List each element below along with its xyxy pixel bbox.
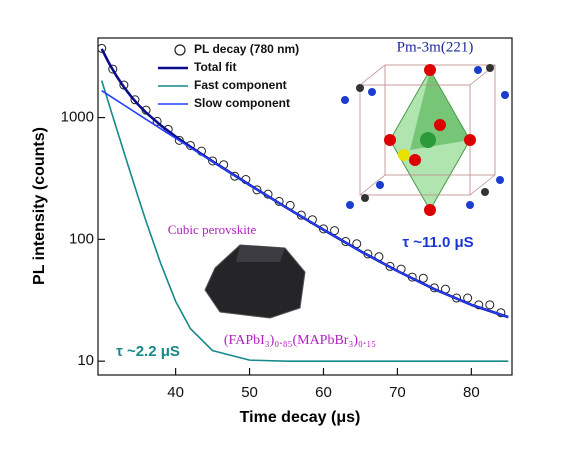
crystal-facet — [236, 245, 285, 262]
x-tick-label: 50 — [241, 384, 258, 401]
structure-inset — [341, 64, 509, 216]
x-tick-label: 70 — [389, 384, 406, 401]
legend-label: Total fit — [194, 60, 236, 74]
data-point — [418, 273, 428, 283]
data-point — [252, 185, 262, 195]
plot-marks — [98, 43, 509, 362]
data-point — [98, 43, 107, 53]
legend-label: Slow component — [194, 96, 290, 110]
data-point — [130, 95, 140, 105]
fit-line — [101, 90, 509, 318]
x-tick-label: 60 — [315, 384, 332, 401]
y-tick-label: 100 — [69, 230, 94, 247]
crystal-label: Cubic perovskite — [168, 222, 257, 237]
tau-fast: τ ~2.2 μS — [116, 343, 180, 360]
data-point — [208, 156, 218, 166]
y-tick-label: 1000 — [61, 109, 94, 126]
data-point — [485, 300, 495, 310]
formula: (FAPbI₃)₀.₈₅(MAPbBr₃)₀.₁₅ — [224, 333, 376, 348]
x-tick-label: 40 — [167, 384, 184, 401]
space-group: Pm-3m(221) — [397, 39, 474, 55]
fit-line — [100, 48, 509, 319]
data-point — [230, 171, 240, 181]
data-point — [330, 226, 340, 236]
data-point — [152, 116, 162, 126]
plot-frame — [97, 37, 513, 376]
legend-label: PL decay (780 nm) — [194, 42, 299, 56]
legend-marker — [174, 44, 186, 56]
y-tick-label: 10 — [77, 352, 94, 369]
x-axis-label: Time decay (μs) — [240, 409, 361, 426]
y-axis-label: PL intensity (counts) — [31, 127, 48, 285]
x-tick-label: 80 — [463, 384, 480, 401]
data-point — [385, 261, 395, 271]
data-point — [108, 64, 118, 74]
legend-label: Fast component — [194, 78, 287, 92]
fit-line — [100, 80, 509, 362]
tau-slow: τ ~11.0 μS — [402, 234, 473, 251]
